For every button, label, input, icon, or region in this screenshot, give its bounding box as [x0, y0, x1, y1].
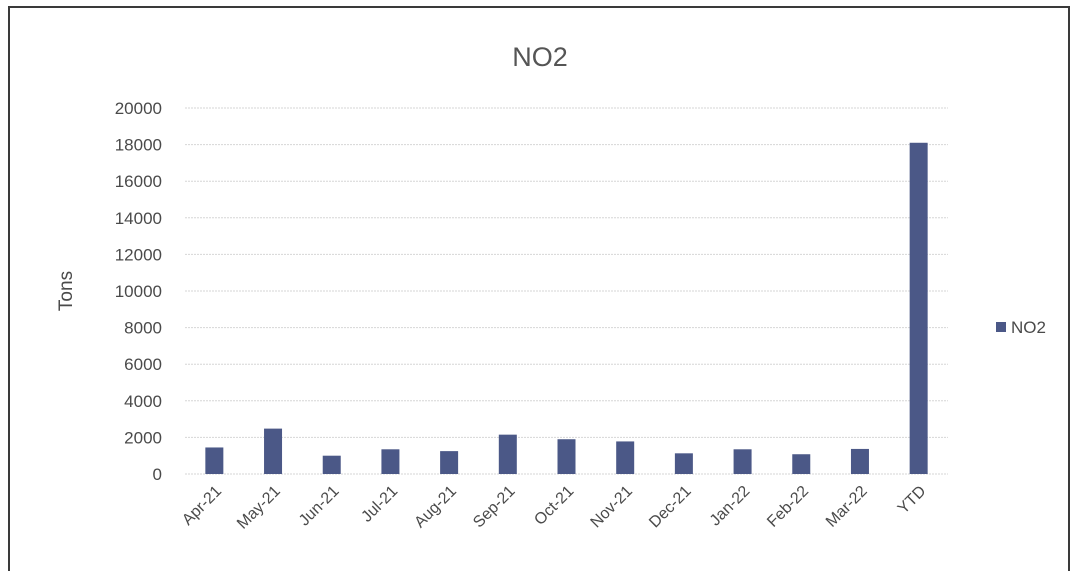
x-tick-label: Jan-22 — [707, 483, 754, 530]
x-tick-label: Feb-22 — [764, 483, 812, 531]
y-tick-label: 0 — [153, 465, 162, 484]
y-tick-label: 12000 — [115, 245, 162, 264]
x-tick-label: Jun-21 — [296, 483, 343, 530]
bar-mar-22 — [850, 448, 869, 474]
bar-sep-21 — [498, 434, 517, 474]
x-tick-label: Apr-21 — [179, 483, 225, 529]
y-tick-label: 18000 — [115, 136, 162, 155]
x-tick-label: Aug-21 — [411, 483, 460, 532]
x-axis-ticks: Apr-21 May-21 Jun-21 Jul-21 Aug-21 Sep-21 Oct-… — [179, 483, 929, 533]
y-tick-label: 16000 — [115, 172, 162, 191]
gridlines — [185, 107, 948, 475]
y-tick-label: 10000 — [115, 282, 162, 301]
x-tick-label: YTD — [895, 483, 930, 518]
bar-apr-21 — [205, 447, 224, 474]
x-tick-label: Sep-21 — [470, 483, 519, 532]
bar-jul-21 — [381, 449, 400, 474]
chart-title: NO2 — [512, 42, 568, 72]
y-axis-ticks: 0 2000 4000 6000 8000 10000 12000 14000 16000 180… — [115, 99, 162, 484]
y-tick-label: 6000 — [124, 355, 162, 374]
bars — [205, 142, 928, 474]
y-tick-label: 4000 — [124, 392, 162, 411]
x-tick-label: Mar-22 — [823, 483, 871, 531]
legend: NO2 — [996, 318, 1046, 337]
y-axis-label: Tons — [56, 271, 77, 311]
y-tick-label: 14000 — [115, 209, 162, 228]
y-tick-label: 20000 — [115, 99, 162, 118]
chart-frame — [8, 6, 1070, 571]
bar-may-21 — [264, 428, 283, 474]
legend-label: NO2 — [1011, 318, 1046, 337]
x-tick-label: Oct-21 — [531, 483, 577, 529]
x-tick-label: Nov-21 — [588, 483, 637, 532]
x-tick-label: Jul-21 — [358, 483, 401, 526]
bar-jun-21 — [322, 455, 341, 474]
bar-jan-22 — [733, 449, 752, 474]
bar-aug-21 — [440, 451, 459, 474]
x-tick-label: Dec-21 — [646, 483, 695, 532]
x-tick-label: May-21 — [234, 483, 284, 533]
y-tick-label: 8000 — [124, 319, 162, 338]
legend-swatch — [996, 322, 1006, 332]
bar-nov-21 — [616, 441, 635, 474]
y-tick-label: 2000 — [124, 428, 162, 447]
bar-oct-21 — [557, 439, 576, 474]
bar-ytd — [909, 142, 928, 474]
bar-feb-22 — [792, 454, 811, 474]
bar-dec-21 — [674, 453, 693, 474]
